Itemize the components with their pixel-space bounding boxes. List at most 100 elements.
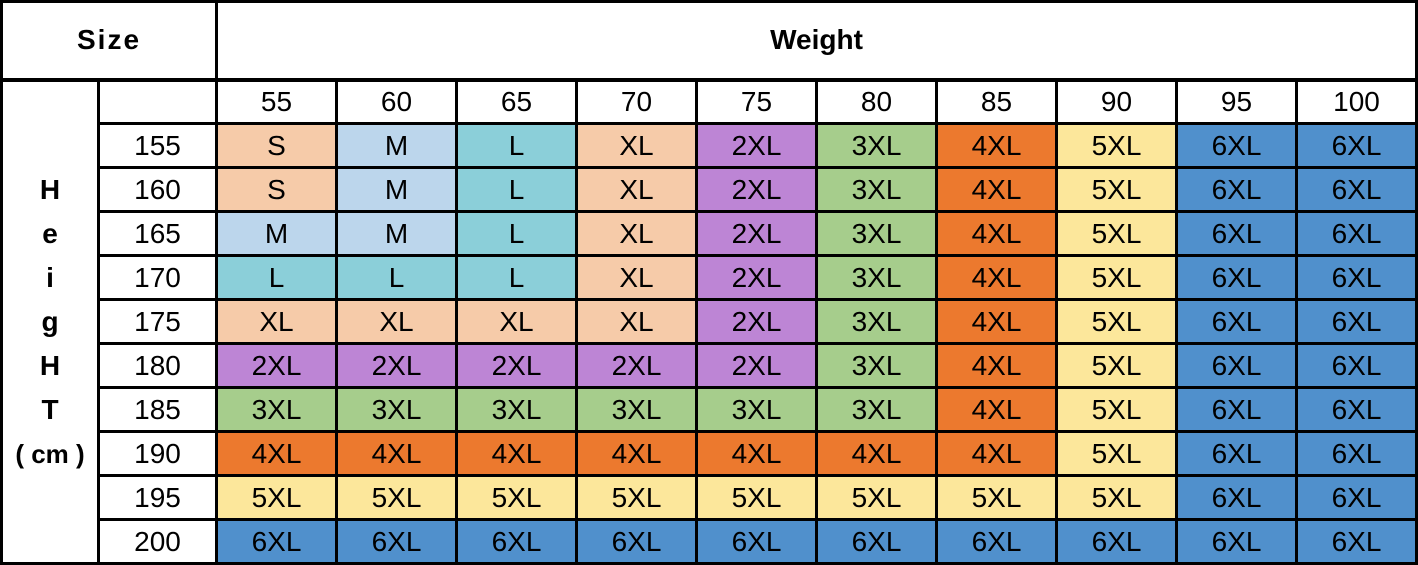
size-cell: 5XL	[335, 474, 458, 521]
size-cell: 2XL	[695, 254, 818, 301]
size-cell: L	[455, 254, 578, 301]
weight-header-cell: 80	[815, 78, 938, 125]
size-cell: 6XL	[1175, 122, 1298, 169]
size-cell: 4XL	[935, 430, 1058, 477]
size-cell: M	[335, 166, 458, 213]
size-cell: 6XL	[1295, 298, 1418, 345]
size-cell: 2XL	[695, 166, 818, 213]
table-row: 185 3XL 3XL 3XL 3XL 3XL 3XL 4XL 5XL 6XL 6XL	[2, 386, 1418, 433]
height-header-cell: 190	[97, 430, 218, 477]
size-cell: 3XL	[815, 166, 938, 213]
table-row: 180 2XL 2XL 2XL 2XL 2XL 3XL 4XL 5XL 6XL 6XL	[2, 342, 1418, 389]
axis-letter: ( cm )	[15, 438, 85, 469]
weight-header-cell: 60	[335, 78, 458, 125]
size-cell: 4XL	[935, 122, 1058, 169]
size-cell: XL	[335, 298, 458, 345]
axis-letter: g	[41, 305, 59, 337]
size-cell: 5XL	[815, 474, 938, 521]
size-cell: 5XL	[935, 474, 1058, 521]
size-cell: 6XL	[1175, 298, 1298, 345]
size-cell: 3XL	[215, 386, 338, 433]
axis-letter: i	[46, 261, 54, 293]
size-cell: XL	[215, 298, 338, 345]
weight-header-cell: 100	[1295, 78, 1418, 125]
size-cell: 6XL	[575, 518, 698, 565]
size-cell: 2XL	[695, 298, 818, 345]
weight-header-cell: 85	[935, 78, 1058, 125]
height-header-cell: 175	[97, 298, 218, 345]
size-cell: XL	[455, 298, 578, 345]
size-cell: 4XL	[215, 430, 338, 477]
size-cell: L	[455, 122, 578, 169]
size-cell: 4XL	[935, 386, 1058, 433]
height-header-cell: 160	[97, 166, 218, 213]
size-cell: 6XL	[695, 518, 818, 565]
size-cell: 4XL	[935, 298, 1058, 345]
size-cell: S	[215, 122, 338, 169]
weight-title: Weight	[215, 0, 1418, 82]
size-cell: 6XL	[1175, 518, 1298, 565]
size-cell: 3XL	[695, 386, 818, 433]
size-cell: 5XL	[1055, 430, 1178, 477]
size-cell: M	[335, 122, 458, 169]
size-cell: 3XL	[335, 386, 458, 433]
table-row: 165 M M L XL 2XL 3XL 4XL 5XL 6XL 6XL	[2, 210, 1418, 257]
size-cell: 6XL	[815, 518, 938, 565]
size-cell: 2XL	[215, 342, 338, 389]
height-header-cell: 180	[97, 342, 218, 389]
size-cell: 6XL	[1295, 210, 1418, 257]
size-cell: 4XL	[935, 210, 1058, 257]
corner-spacer-cell	[97, 78, 218, 125]
size-cell: 5XL	[1055, 210, 1178, 257]
size-cell: 6XL	[1295, 386, 1418, 433]
axis-letter: T	[41, 393, 59, 425]
size-cell: 6XL	[1295, 430, 1418, 477]
weight-header-cell: 55	[215, 78, 338, 125]
size-cell: 4XL	[695, 430, 818, 477]
size-cell: XL	[575, 254, 698, 301]
table-row: 200 6XL 6XL 6XL 6XL 6XL 6XL 6XL 6XL 6XL 6XL	[2, 518, 1418, 565]
size-cell: 5XL	[1055, 342, 1178, 389]
size-cell: 2XL	[455, 342, 578, 389]
size-cell: 6XL	[1295, 122, 1418, 169]
size-cell: 5XL	[1055, 254, 1178, 301]
size-cell: XL	[575, 298, 698, 345]
table-row: 170 L L L XL 2XL 3XL 4XL 5XL 6XL 6XL	[2, 254, 1418, 301]
size-cell: 2XL	[695, 342, 818, 389]
size-cell: L	[335, 254, 458, 301]
weight-header-cell: 70	[575, 78, 698, 125]
size-cell: 5XL	[695, 474, 818, 521]
size-cell: 5XL	[1055, 166, 1178, 213]
size-cell: 3XL	[815, 254, 938, 301]
height-header-cell: 200	[97, 518, 218, 565]
size-cell: 2XL	[695, 210, 818, 257]
size-cell: 4XL	[935, 166, 1058, 213]
weight-header-cell: 65	[455, 78, 578, 125]
height-header-cell: 185	[97, 386, 218, 433]
size-cell: 2XL	[575, 342, 698, 389]
table-row: 175 XL XL XL XL 2XL 3XL 4XL 5XL 6XL 6XL	[2, 298, 1418, 345]
size-cell: 3XL	[815, 122, 938, 169]
axis-letter: H	[39, 349, 61, 381]
size-cell: 4XL	[815, 430, 938, 477]
size-cell: S	[215, 166, 338, 213]
size-cell: 6XL	[1295, 342, 1418, 389]
size-cell: 4XL	[575, 430, 698, 477]
size-cell: M	[335, 210, 458, 257]
size-cell: L	[215, 254, 338, 301]
size-cell: 5XL	[1055, 474, 1178, 521]
size-cell: 2XL	[335, 342, 458, 389]
size-cell: XL	[575, 210, 698, 257]
size-cell: 6XL	[1295, 474, 1418, 521]
size-cell: L	[455, 166, 578, 213]
size-cell: XL	[575, 122, 698, 169]
size-cell: 6XL	[1055, 518, 1178, 565]
size-cell: 6XL	[455, 518, 578, 565]
size-cell: 5XL	[455, 474, 578, 521]
axis-letter: e	[42, 217, 58, 249]
size-cell: 6XL	[1175, 210, 1298, 257]
